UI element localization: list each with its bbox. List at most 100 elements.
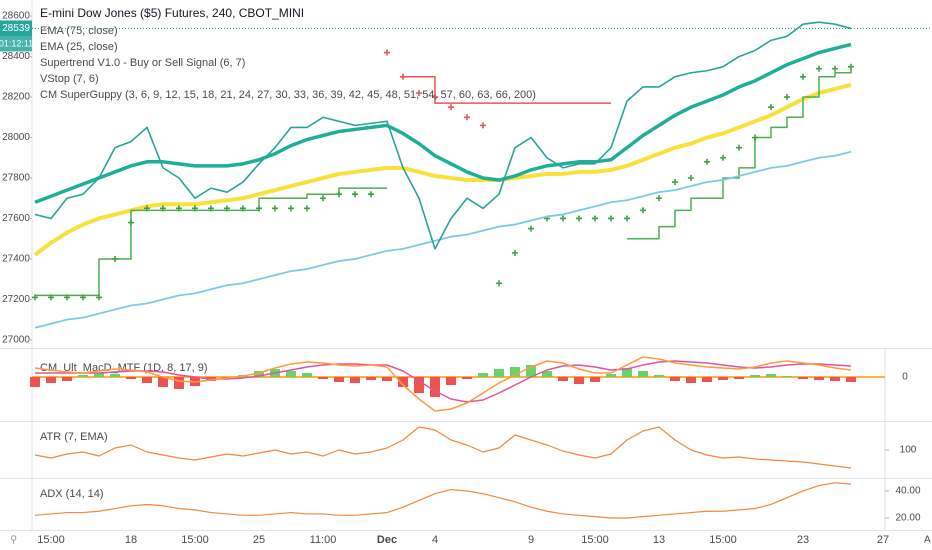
chart-title: E-mini Dow Jones ($5) Futures, 240, CBOT… xyxy=(40,6,304,20)
histogram-bar xyxy=(750,375,760,377)
y-tick-label: 28000 xyxy=(2,132,30,143)
histogram-bar xyxy=(366,377,376,380)
histogram-bar xyxy=(638,371,648,377)
histogram-bar xyxy=(462,377,472,379)
vstop-marker xyxy=(832,65,838,72)
pane-title: CM_Ult_MacD_MTF (1D, 8, 17, 9) xyxy=(40,362,207,374)
histogram-bar xyxy=(334,377,344,382)
vstop-marker xyxy=(528,225,534,232)
vstop-marker xyxy=(464,114,470,121)
ema-line xyxy=(34,42,852,204)
vstop-marker xyxy=(128,219,134,226)
histogram-bar xyxy=(382,377,392,381)
x-tick-label: 9 xyxy=(528,534,534,546)
last-price-label: 28539 xyxy=(2,23,30,34)
auto-scale-button[interactable]: A xyxy=(924,535,931,546)
y-tick-label: 28400 xyxy=(2,51,30,62)
histogram-bar xyxy=(654,375,664,377)
x-tick-label: 11:00 xyxy=(310,534,337,546)
macd-line xyxy=(34,356,852,412)
histogram-bar xyxy=(142,377,152,383)
histogram-bar xyxy=(302,373,312,377)
vstop-marker xyxy=(720,154,726,161)
histogram-bar xyxy=(510,367,520,377)
legend-entry: Supertrend V1.0 - Buy or Sell Signal (6,… xyxy=(40,57,245,69)
vstop-marker xyxy=(592,215,598,222)
vstop-marker xyxy=(96,294,102,301)
vstop-marker xyxy=(688,175,694,181)
vstop-marker xyxy=(352,191,358,198)
histogram-bar xyxy=(46,377,56,383)
vstop-marker xyxy=(640,207,646,214)
vstop-marker xyxy=(816,65,822,72)
vstop-marker xyxy=(240,205,246,212)
y-tick-label: 27400 xyxy=(2,254,30,265)
vstop-marker xyxy=(160,205,166,212)
histogram-bar xyxy=(254,371,264,377)
histogram-bar xyxy=(798,377,808,379)
vstop-marker xyxy=(64,294,70,301)
histogram-bar xyxy=(494,369,504,377)
histogram-bar xyxy=(414,377,424,393)
vstop-marker xyxy=(192,205,198,212)
histogram-bar xyxy=(286,371,296,377)
histogram-bar xyxy=(78,375,88,377)
y-tick-label: 27600 xyxy=(2,213,30,224)
vstop-marker xyxy=(512,249,518,256)
pane-title: ATR (7, EMA) xyxy=(40,431,108,443)
supertrend-line xyxy=(35,187,387,297)
x-tick-label: Dec xyxy=(377,534,397,546)
x-tick-label: 15:00 xyxy=(709,534,737,546)
y-tick-label: 20.00 xyxy=(895,513,920,524)
vstop-marker xyxy=(48,294,54,301)
vstop-marker xyxy=(560,215,566,222)
vstop-marker xyxy=(368,191,374,198)
vstop-marker xyxy=(224,205,230,212)
vstop-marker xyxy=(320,195,326,202)
vstop-marker xyxy=(448,104,454,111)
histogram-bar xyxy=(398,377,408,387)
y-tick-label: 28600 xyxy=(2,11,30,22)
vstop-marker xyxy=(624,215,630,222)
vstop-marker xyxy=(576,215,582,222)
vstop-marker xyxy=(272,205,278,212)
histogram-bar xyxy=(446,377,456,385)
histogram-bar xyxy=(718,377,728,380)
histogram-bar xyxy=(94,373,104,377)
icon[interactable]: ⚲ xyxy=(10,535,17,546)
x-tick-label: 15:00 xyxy=(37,534,65,546)
vstop-marker xyxy=(496,280,502,287)
histogram-bar xyxy=(766,374,776,377)
x-tick-label: 15:00 xyxy=(181,534,209,546)
histogram-bar xyxy=(622,368,632,377)
histogram-bar xyxy=(430,377,440,397)
countdown-label: 01:12:11 xyxy=(0,38,33,48)
vstop-marker xyxy=(672,179,678,186)
countdown-badge xyxy=(0,36,32,52)
vstop-marker xyxy=(432,94,438,101)
histogram-bar xyxy=(702,377,712,382)
vstop-marker xyxy=(736,144,742,151)
x-tick-label: 25 xyxy=(253,534,265,546)
histogram-bar xyxy=(478,373,488,377)
y-tick-label: 27000 xyxy=(2,335,30,346)
vstop-marker xyxy=(848,63,854,70)
histogram-bar xyxy=(782,376,792,377)
last-price-badge xyxy=(0,20,32,37)
signal-line xyxy=(35,360,852,403)
histogram-bar xyxy=(686,377,696,383)
vstop-marker xyxy=(112,255,118,262)
vstop-marker xyxy=(656,195,662,202)
histogram-bar xyxy=(318,377,328,379)
vstop-marker xyxy=(304,205,310,212)
vstop-marker xyxy=(784,94,790,101)
vstop-marker xyxy=(32,294,38,301)
x-tick-label: 27 xyxy=(877,534,889,546)
histogram-bar xyxy=(558,377,568,381)
vstop-marker xyxy=(400,73,406,80)
y-tick-label: 40.00 xyxy=(895,486,920,497)
histogram-bar xyxy=(158,377,168,387)
y-tick-label: 28200 xyxy=(2,92,30,103)
histogram-bar xyxy=(350,377,360,383)
